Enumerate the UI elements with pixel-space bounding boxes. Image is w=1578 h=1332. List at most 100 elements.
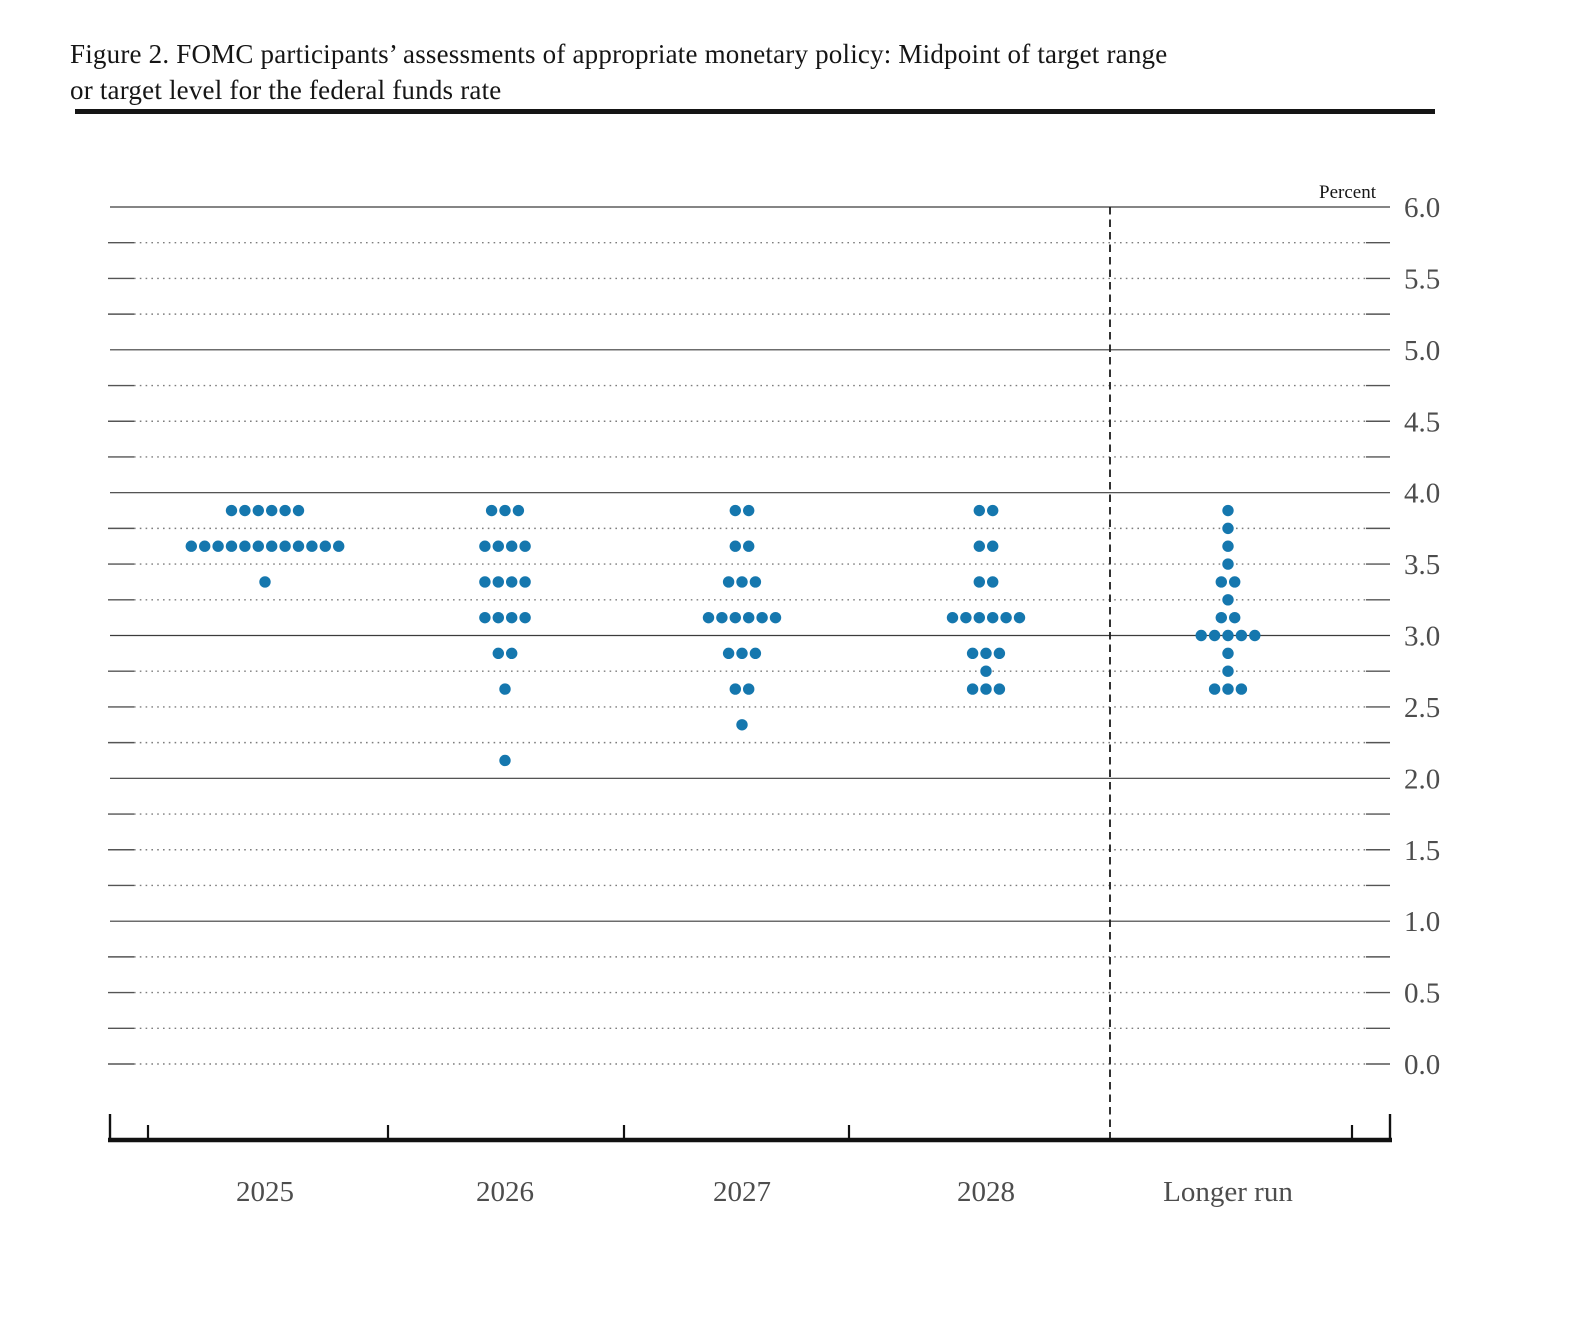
dot-2026-3.625-4	[519, 540, 531, 552]
dot-longer-run-3-1	[1195, 629, 1207, 642]
dot-2026-3.875-1	[485, 504, 498, 517]
dot-2027-3.375-1	[722, 576, 735, 588]
dot-longer-run-3.375-2	[1229, 576, 1241, 588]
dot-2028-3.125-3	[973, 611, 985, 624]
dot-2027-2.875-3	[749, 647, 762, 660]
dot-2026-3.875-3	[512, 504, 525, 517]
dot-2027-3.125-5	[756, 611, 768, 624]
dot-2027-2.625-2	[743, 683, 755, 695]
dot-2026-3.625-2	[492, 540, 504, 552]
dot-2028-3.125-5	[1000, 611, 1012, 624]
dot-2025-3.875-5	[279, 504, 291, 517]
dot-longer-run-3.625-1	[1222, 540, 1234, 552]
y-axis-label-6.0: 6.0	[1404, 192, 1440, 224]
dot-2025-3.625-9	[292, 540, 305, 552]
dot-2028-3.125-6	[1013, 611, 1026, 624]
dot-2026-3.375-3	[506, 576, 518, 588]
dot-2028-3.625-1	[973, 540, 985, 552]
dot-longer-run-2.625-3	[1235, 683, 1248, 695]
dot-2025-3.625-8	[279, 540, 291, 552]
dot-longer-run-3-2	[1208, 629, 1221, 642]
y-axis-label-4.5: 4.5	[1404, 406, 1440, 438]
dot-2027-3.125-4	[743, 611, 755, 624]
dot-2025-3.625-12	[333, 540, 345, 552]
y-axis-label-3.0: 3.0	[1404, 621, 1440, 653]
dot-2025-3.625-7	[266, 540, 278, 552]
dot-2028-3.125-4	[987, 611, 999, 624]
dot-2027-3.875-1	[729, 504, 741, 517]
dot-longer-run-3.75-1	[1222, 522, 1234, 535]
y-axis-label-2.5: 2.5	[1404, 692, 1440, 724]
dot-longer-run-3.875-1	[1222, 504, 1234, 517]
dot-2028-3.375-2	[987, 576, 999, 588]
dot-2026-2.625-1	[499, 683, 511, 695]
x-axis-label-2026: 2026	[476, 1176, 534, 1208]
y-axis-label-3.5: 3.5	[1404, 549, 1440, 581]
dot-2025-3.875-1	[225, 504, 238, 517]
dot-2025-3.875-4	[266, 504, 278, 517]
dot-2028-2.875-1	[966, 647, 979, 660]
dot-2025-3.625-1	[185, 540, 197, 552]
y-axis-label-5.5: 5.5	[1404, 263, 1440, 295]
dot-2028-3.875-2	[987, 504, 999, 517]
dot-2026-3.625-1	[479, 540, 491, 552]
dot-2028-2.625-1	[966, 683, 979, 695]
dot-2028-3.125-2	[960, 611, 972, 624]
dot-2026-3.875-2	[499, 504, 511, 517]
figure-title: Figure 2. FOMC participants’ assessments…	[70, 36, 1450, 108]
dot-2025-3.625-6	[252, 540, 264, 552]
x-axis-label-2025: 2025	[236, 1176, 294, 1208]
dot-longer-run-3.5-1	[1222, 558, 1234, 570]
figure-title-line2: or target level for the federal funds ra…	[70, 75, 502, 105]
dot-2028-3.875-1	[973, 504, 985, 517]
dot-2025-3.625-10	[306, 540, 318, 552]
dot-2026-3.125-4	[519, 611, 531, 624]
dot-2025-3.375-1	[259, 576, 271, 588]
dot-2027-3.625-1	[729, 540, 741, 552]
dot-2026-3.375-4	[519, 576, 531, 588]
dot-2028-2.875-2	[980, 647, 992, 660]
dot-2027-2.625-1	[729, 683, 741, 695]
dot-longer-run-3-4	[1235, 629, 1248, 642]
dot-2026-2.875-1	[492, 647, 504, 660]
title-rule	[75, 109, 1435, 114]
dot-longer-run-2.625-2	[1222, 683, 1234, 695]
dot-2028-3.125-1	[946, 611, 959, 624]
x-axis-label-2027: 2027	[713, 1176, 771, 1208]
dot-2027-3.125-1	[702, 611, 715, 624]
dot-2025-3.625-11	[319, 540, 331, 552]
dot-2027-3.625-2	[743, 540, 755, 552]
y-axis-label-5.0: 5.0	[1404, 335, 1440, 367]
y-axis-label-0.0: 0.0	[1404, 1049, 1440, 1081]
dot-2028-2.625-2	[980, 683, 992, 695]
dot-2027-3.125-3	[729, 611, 741, 624]
dot-2026-2.875-2	[506, 647, 518, 660]
dot-2027-3.375-2	[736, 576, 748, 588]
dot-longer-run-3.125-1	[1215, 611, 1228, 624]
figure-title-line1: Figure 2. FOMC participants’ assessments…	[70, 39, 1168, 69]
dot-2028-3.625-2	[987, 540, 999, 552]
dot-longer-run-3.25-1	[1222, 594, 1234, 606]
dot-2026-3.375-1	[479, 576, 491, 588]
dot-2026-3.125-3	[506, 611, 518, 624]
dot-2025-3.875-6	[292, 504, 305, 517]
dot-2025-3.875-3	[252, 504, 264, 517]
dot-2027-3.125-2	[716, 611, 728, 624]
dot-2026-2.125-1	[499, 754, 511, 767]
dot-2027-2.875-1	[722, 647, 735, 660]
dot-2027-3.375-3	[749, 576, 762, 588]
dot-2028-2.75-1	[980, 665, 992, 677]
dot-longer-run-3.125-2	[1229, 611, 1241, 624]
dot-longer-run-2.875-1	[1222, 647, 1234, 660]
dot-2027-3.125-6	[769, 611, 782, 624]
y-axis-label-1.0: 1.0	[1404, 906, 1440, 938]
dot-2025-3.625-3	[212, 540, 224, 552]
dot-2026-3.125-1	[479, 611, 491, 624]
dot-longer-run-3-5	[1249, 629, 1261, 642]
y-axis-unit-label: Percent	[1319, 182, 1377, 203]
dot-longer-run-3-3	[1222, 629, 1234, 642]
y-axis-label-0.5: 0.5	[1404, 978, 1440, 1010]
x-axis-label-longer-run: Longer run	[1163, 1176, 1293, 1208]
